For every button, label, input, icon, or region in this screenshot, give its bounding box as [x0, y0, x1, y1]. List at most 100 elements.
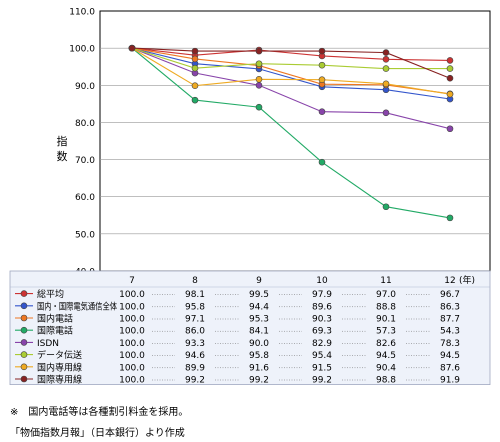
data-label: 99.2	[312, 376, 332, 386]
data-point	[255, 76, 263, 83]
legend-label: ISDN	[37, 339, 59, 349]
data-point	[318, 158, 326, 166]
data-label: 96.7	[440, 290, 460, 300]
data-point	[446, 74, 454, 82]
data-label: 99.2	[249, 376, 269, 386]
data-label: 78.3	[440, 339, 460, 349]
data-label: 100.0	[119, 290, 145, 300]
data-label: 95.8	[249, 351, 269, 361]
data-label: 100.0	[119, 351, 145, 361]
data-label: 97.9	[312, 290, 332, 300]
data-point	[382, 203, 390, 211]
data-table-background	[9, 270, 491, 385]
x-tick-label: 8	[192, 276, 198, 286]
series-line	[131, 47, 451, 61]
legend-marker	[20, 290, 28, 297]
legend-marker	[20, 314, 28, 322]
data-point	[191, 55, 199, 63]
data-point	[318, 61, 326, 69]
data-label: 90.4	[376, 363, 396, 373]
data-label: 90.0	[249, 339, 269, 349]
series-line	[131, 47, 451, 95]
data-label: 98.1	[185, 290, 205, 300]
data-label: 82.6	[376, 339, 396, 349]
data-label: 69.3	[312, 327, 332, 337]
data-label: 86.3	[440, 302, 460, 312]
data-label: 88.8	[376, 302, 396, 312]
data-point	[255, 47, 263, 55]
data-point	[382, 65, 390, 72]
legend-marker	[20, 363, 28, 371]
data-label: 95.8	[185, 302, 205, 312]
series-line	[131, 47, 451, 95]
legend-marker	[20, 339, 28, 346]
data-label: 97.0	[376, 290, 396, 300]
data-label: 57.3	[376, 327, 396, 337]
data-point	[382, 55, 390, 63]
data-label: 99.5	[249, 290, 269, 300]
data-point	[318, 76, 326, 84]
data-label: 90.1	[376, 315, 396, 325]
data-point	[382, 80, 390, 88]
data-label: 54.3	[440, 327, 460, 337]
data-label: 90.3	[312, 315, 332, 325]
series-line	[131, 47, 451, 79]
data-point	[446, 57, 454, 64]
data-label: 84.1	[249, 327, 269, 337]
data-label: 93.3	[185, 339, 205, 349]
x-tick-label: 9	[256, 276, 262, 286]
data-label: 98.8	[376, 376, 396, 386]
y-tick-label: 60.0	[75, 193, 95, 203]
footnote: ※ 国内電話等は各種割引料金を採用。	[10, 407, 189, 418]
legend-label: 国際電話	[37, 325, 73, 337]
data-point	[191, 82, 199, 89]
data-label: 100.0	[119, 376, 145, 386]
data-label: 91.6	[249, 363, 269, 373]
y-tick-label: 90.0	[75, 82, 95, 92]
series-line	[131, 47, 451, 219]
line-chart: 40.050.060.070.080.090.0100.0110.0指数7891…	[9, 8, 491, 386]
data-point	[446, 65, 454, 72]
data-point	[446, 125, 454, 133]
y-axis-label: 指	[57, 134, 68, 148]
data-point	[255, 60, 263, 68]
data-label: 86.0	[185, 327, 205, 337]
legend-label: 総平均	[37, 288, 64, 300]
data-label: 94.5	[440, 351, 460, 361]
x-tick-label: 7	[129, 276, 135, 286]
data-point	[191, 47, 199, 55]
data-label: 97.1	[185, 315, 205, 325]
data-point	[128, 44, 136, 52]
legend-label: データ伝送	[37, 349, 82, 361]
data-label: 99.2	[185, 376, 205, 386]
data-label: 100.0	[119, 339, 145, 349]
data-label: 89.9	[185, 363, 205, 373]
series-line	[131, 47, 451, 130]
y-tick-label: 100.0	[69, 45, 95, 55]
legend-marker	[20, 302, 28, 310]
data-label: 100.0	[119, 327, 145, 337]
data-label: 91.5	[312, 363, 332, 373]
data-label: 100.0	[119, 315, 145, 325]
y-tick-label: 70.0	[75, 156, 95, 166]
data-label: 95.3	[249, 315, 269, 325]
y-tick-label: 50.0	[75, 230, 95, 240]
y-tick-label: 80.0	[75, 119, 95, 129]
data-label: 87.6	[440, 363, 460, 373]
data-label: 100.0	[119, 363, 145, 373]
y-tick-label: 110.0	[69, 8, 95, 18]
source-note: 「物価指数月報」（日本銀行）より作成	[10, 428, 185, 439]
x-tick-label: 12	[444, 276, 455, 286]
y-axis-label: 数	[57, 150, 68, 163]
data-point	[255, 103, 263, 111]
legend-label: 国際専用線	[37, 374, 82, 386]
data-label: 95.4	[312, 351, 332, 361]
series-line	[131, 47, 451, 100]
legend-label: 国内専用線	[37, 361, 82, 373]
data-point	[382, 49, 390, 56]
data-label: 94.4	[249, 302, 269, 312]
legend-marker	[20, 326, 28, 334]
x-tick-label: 10	[316, 276, 328, 286]
legend-label: 国内・国際電気通信全体	[37, 300, 117, 312]
